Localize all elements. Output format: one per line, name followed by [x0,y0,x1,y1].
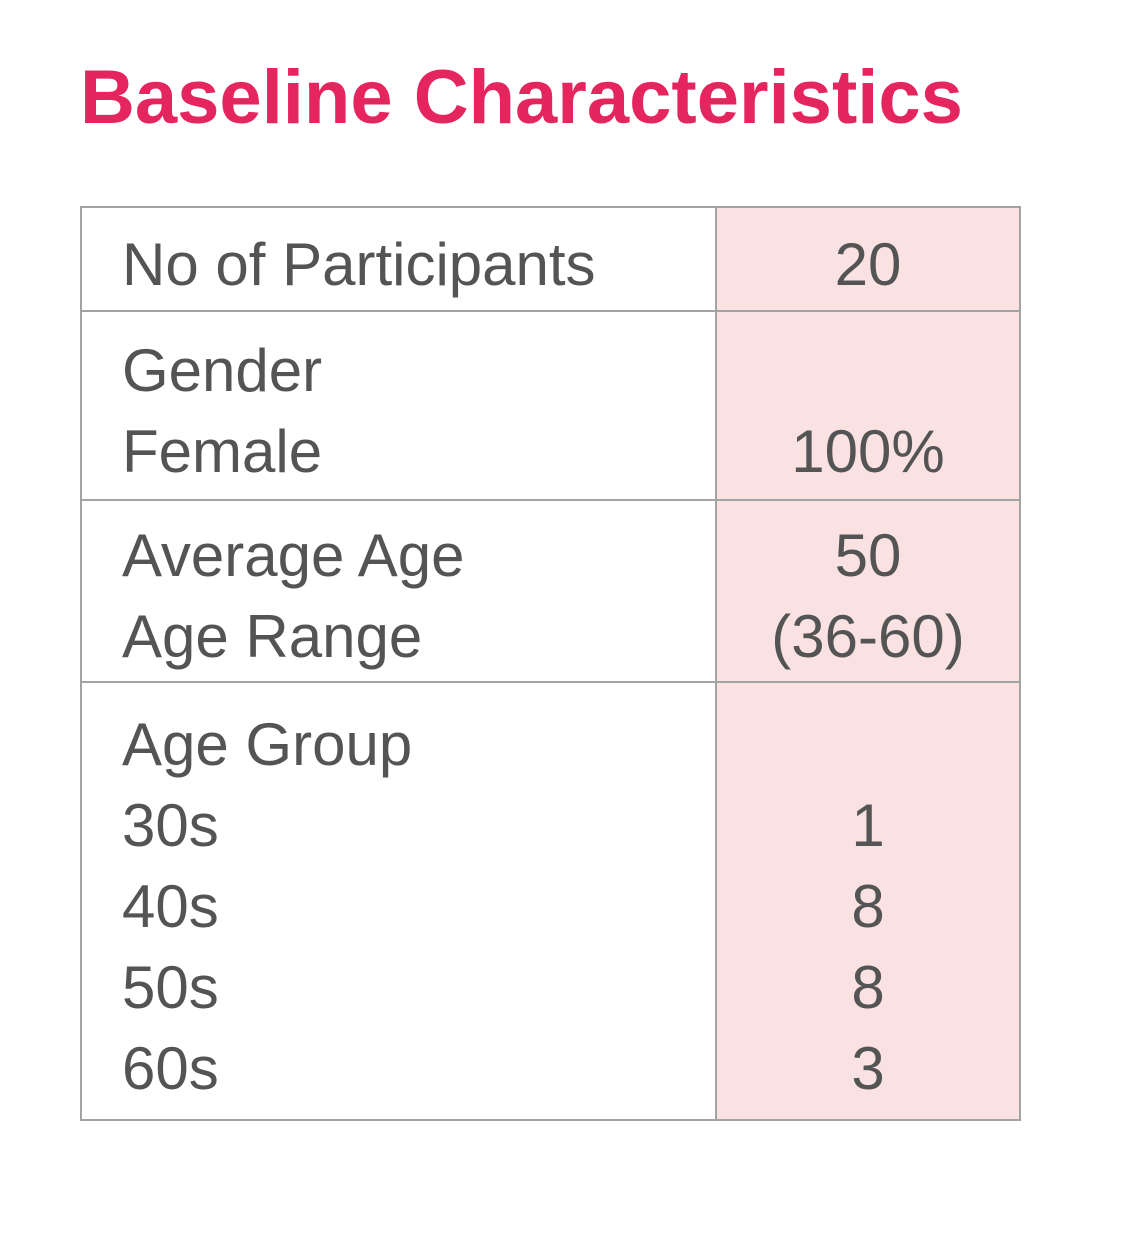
page-title: Baseline Characteristics [80,55,963,140]
table-row-age-group: Age Group 30s 40s 50s 60s 1 8 8 3 [80,681,1021,1121]
age-group-50s-label: 50s [122,953,219,1021]
gender-value-cell: 100% [715,310,1021,501]
age-range-value: (36-60) [771,603,965,670]
gender-female-label: Female [122,417,323,485]
age-group-40s-value: 8 [851,872,885,940]
participants-value-cell: 20 [715,206,1021,312]
baseline-characteristics-table: No of Participants 20 Gender Female [80,206,1021,1121]
gender-value-spacer [717,330,1019,411]
age-group-40s-label: 40s [122,872,219,940]
age-group-50s-value: 8 [851,953,885,1021]
age-label-cell: Average Age Age Range [80,499,717,683]
average-age-label: Average Age [122,522,465,589]
table-row-participants: No of Participants 20 [80,206,1021,312]
gender-female-value: 100% [791,417,945,485]
age-group-label-cell: Age Group 30s 40s 50s 60s [80,681,717,1121]
average-age-value: 50 [834,522,902,589]
participants-label-cell: No of Participants [80,206,717,312]
gender-label: Gender [122,336,323,404]
table-row-age: Average Age Age Range 50 (36-60) [80,499,1021,683]
participants-value: 20 [834,230,902,298]
age-group-30s-label: 30s [122,791,219,859]
age-group-value-spacer [717,704,1019,785]
age-group-60s-value: 3 [851,1034,885,1102]
age-range-label: Age Range [122,603,423,670]
table-row-gender: Gender Female 100% [80,310,1021,501]
gender-label-cell: Gender Female [80,310,717,501]
age-group-value-cell: 1 8 8 3 [715,681,1021,1121]
age-group-60s-label: 60s [122,1034,219,1102]
participants-label: No of Participants [122,230,596,298]
age-group-30s-value: 1 [851,791,885,859]
age-value-cell: 50 (36-60) [715,499,1021,683]
age-group-label: Age Group [122,710,413,778]
